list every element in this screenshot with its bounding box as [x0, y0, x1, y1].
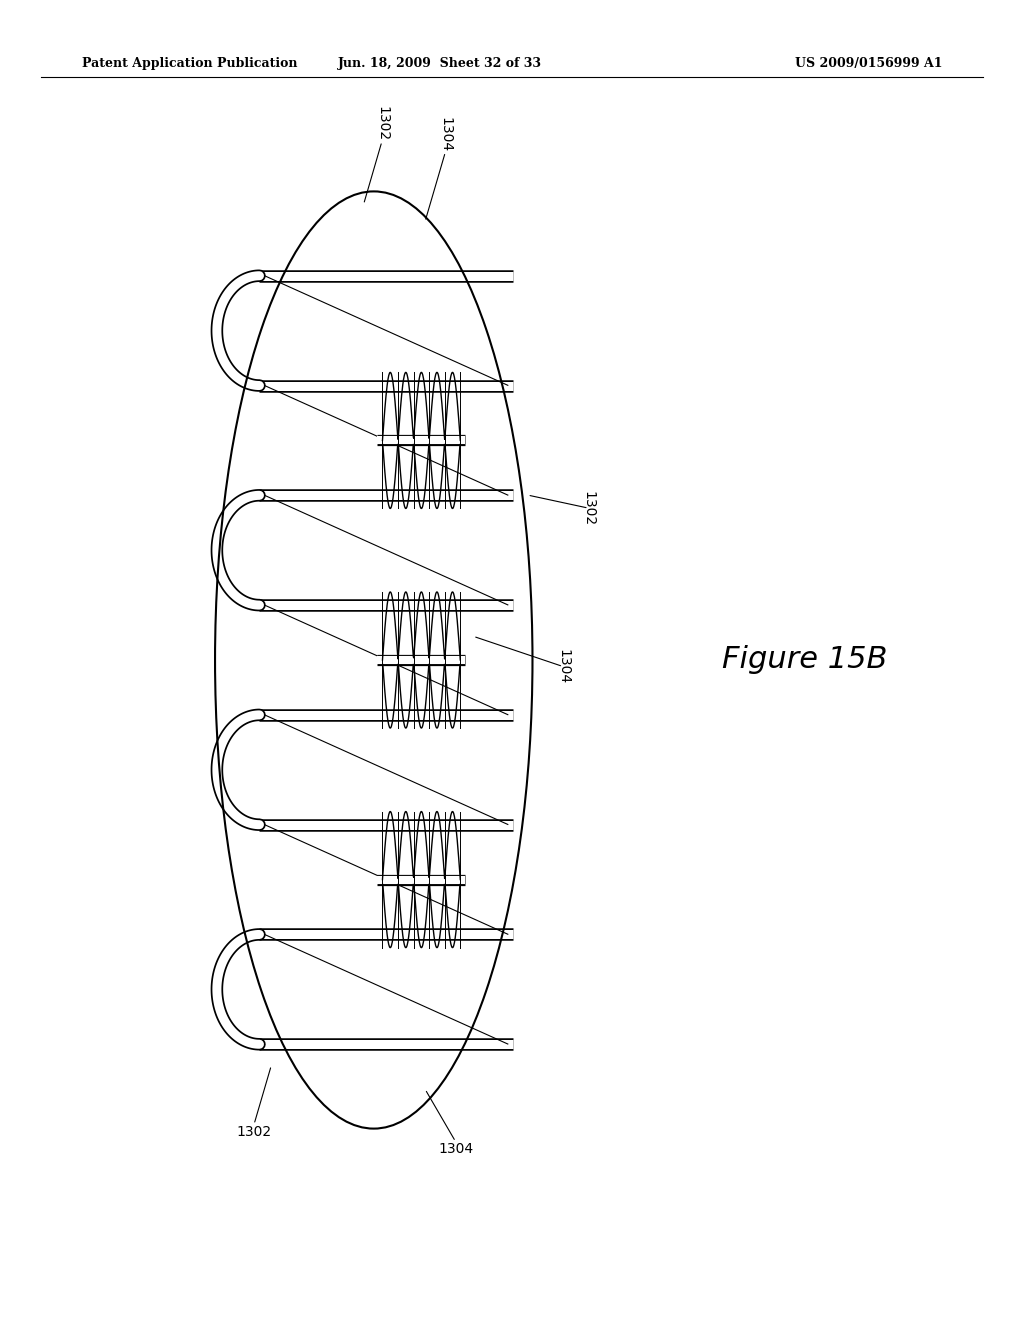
Text: 1304: 1304 [556, 649, 570, 684]
Text: US 2009/0156999 A1: US 2009/0156999 A1 [795, 57, 942, 70]
Text: 1304: 1304 [438, 116, 453, 152]
Text: Patent Application Publication: Patent Application Publication [82, 57, 297, 70]
Text: 1302: 1302 [375, 106, 389, 141]
Text: 1304: 1304 [438, 1142, 473, 1156]
Text: Jun. 18, 2009  Sheet 32 of 33: Jun. 18, 2009 Sheet 32 of 33 [338, 57, 543, 70]
Text: 1302: 1302 [237, 1125, 271, 1139]
Text: 1302: 1302 [582, 491, 596, 525]
Text: Figure 15B: Figure 15B [722, 645, 887, 675]
